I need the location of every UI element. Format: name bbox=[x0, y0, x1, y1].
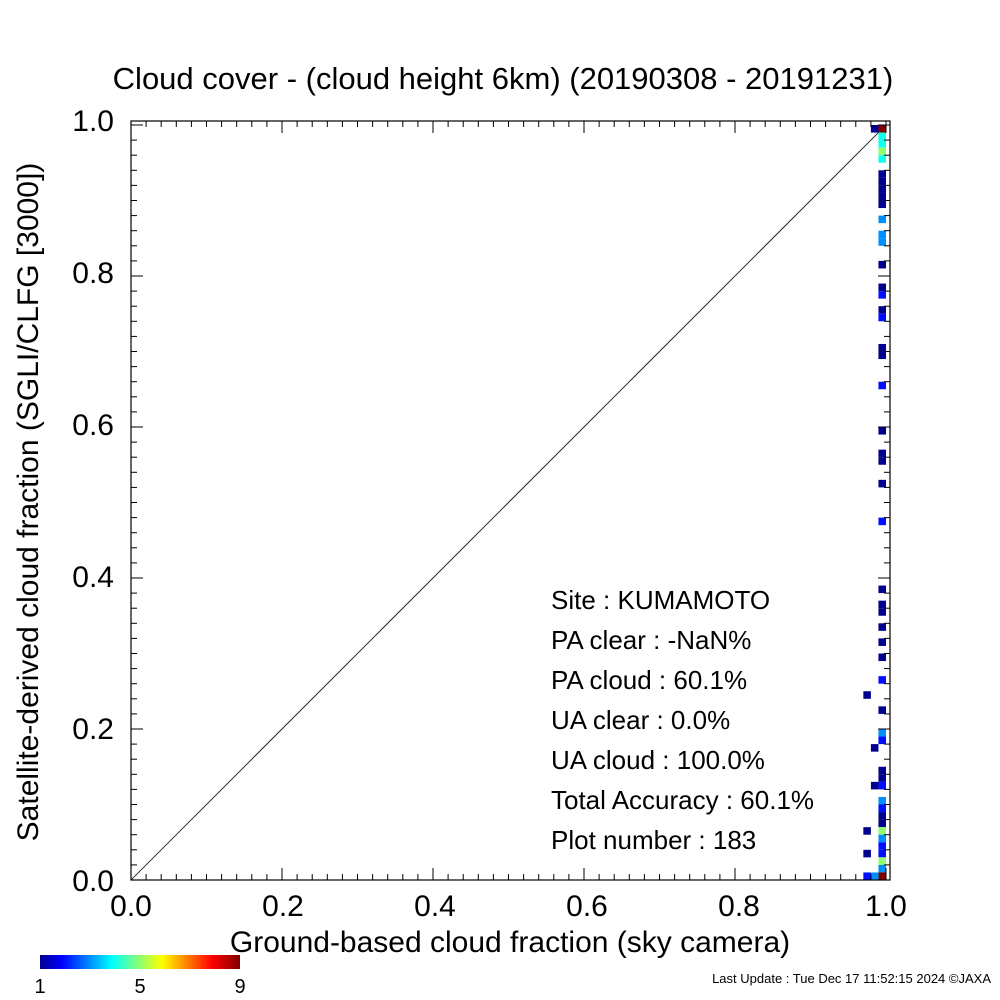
y-tick-label: 1.0 bbox=[72, 105, 114, 138]
colorbar bbox=[40, 955, 240, 969]
stat-plot-number: Plot number : 183 bbox=[551, 825, 756, 855]
heatmap-cell bbox=[878, 812, 886, 820]
y-tick-label: 0.4 bbox=[72, 561, 114, 594]
y-axis-label: Satellite-derived cloud fraction (SGLI/C… bbox=[12, 163, 45, 842]
chart-title: Cloud cover - (cloud height 6km) (201903… bbox=[113, 61, 894, 96]
stat-ua-cloud: UA cloud : 100.0% bbox=[551, 745, 765, 775]
heatmap-cell bbox=[878, 864, 886, 873]
heatmap-cell bbox=[878, 140, 886, 148]
heatmap-cell bbox=[878, 706, 886, 714]
heatmap-cell bbox=[878, 600, 886, 609]
heatmap-cell bbox=[878, 774, 886, 782]
heatmap-cell bbox=[878, 125, 886, 133]
y-tick-label: 0.6 bbox=[72, 409, 114, 442]
y-tick-label: 0.8 bbox=[72, 257, 114, 290]
heatmap-cell bbox=[878, 827, 886, 835]
y-tick-label: 0.2 bbox=[72, 713, 114, 746]
heatmap-cell bbox=[878, 192, 886, 201]
heatmap-cell bbox=[878, 729, 886, 737]
heatmap-cell bbox=[878, 804, 886, 813]
heatmap-cell bbox=[878, 260, 886, 269]
x-tick-label: 1.0 bbox=[865, 890, 907, 923]
heatmap-cell bbox=[878, 842, 886, 850]
heatmap-cell bbox=[878, 638, 886, 646]
heatmap-cell bbox=[878, 834, 886, 843]
axis-ticks bbox=[130, 121, 890, 881]
heatmap-cell bbox=[863, 691, 871, 699]
heatmap-cells bbox=[863, 125, 886, 880]
heatmap-cell bbox=[878, 849, 886, 858]
heatmap-cell bbox=[878, 238, 886, 246]
heatmap-cell bbox=[878, 200, 886, 209]
heatmap-cell bbox=[863, 827, 871, 835]
heatmap-cell bbox=[878, 585, 886, 594]
heatmap-cell bbox=[878, 457, 886, 465]
heatmap-cell bbox=[878, 653, 886, 662]
heatmap-cell bbox=[878, 313, 886, 322]
stat-site: Site : KUMAMOTO bbox=[551, 585, 770, 615]
x-tick-label: 0.0 bbox=[110, 890, 152, 923]
heatmap-cell bbox=[878, 872, 886, 880]
x-tick-label: 0.8 bbox=[718, 890, 760, 923]
heatmap-cell bbox=[878, 283, 886, 292]
heatmap-cell bbox=[878, 132, 886, 141]
heatmap-cell bbox=[878, 781, 886, 790]
heatmap-cell bbox=[878, 185, 886, 193]
heatmap-cell bbox=[878, 796, 886, 805]
stats-panel: Site : KUMAMOTO PA clear : -NaN% PA clou… bbox=[551, 585, 814, 855]
x-tick-label: 0.6 bbox=[566, 890, 608, 923]
heatmap-cell bbox=[878, 381, 886, 390]
y-tick-label: 0.0 bbox=[72, 865, 114, 898]
heatmap-cell bbox=[863, 872, 871, 880]
heatmap-cell bbox=[878, 857, 886, 865]
x-tick-label: 0.2 bbox=[262, 890, 304, 923]
last-update-footer: Last Update : Tue Dec 17 11:52:15 2024 ©… bbox=[712, 971, 991, 986]
heatmap-cell bbox=[878, 170, 886, 178]
heatmap-cell bbox=[878, 449, 886, 458]
heatmap-cell bbox=[863, 849, 871, 858]
heatmap-cell bbox=[878, 623, 886, 631]
y-tick-labels: 0.0 0.2 0.4 0.6 0.8 1.0 bbox=[72, 105, 114, 898]
heatmap-cell bbox=[878, 343, 886, 352]
heatmap-cell bbox=[878, 736, 886, 745]
heatmap-cell bbox=[878, 608, 886, 616]
colorbar-label-mid: 5 bbox=[134, 976, 145, 998]
stat-total-accuracy: Total Accuracy : 60.1% bbox=[551, 785, 814, 815]
heatmap-cell bbox=[878, 676, 886, 684]
colorbar-label-max: 9 bbox=[234, 976, 245, 998]
stat-pa-clear: PA clear : -NaN% bbox=[551, 625, 751, 655]
one-to-one-diagonal-line bbox=[130, 124, 887, 881]
heatmap-cell bbox=[878, 517, 886, 526]
heatmap-cell bbox=[878, 230, 886, 239]
heatmap-cell bbox=[878, 291, 886, 299]
heatmap-cell bbox=[878, 351, 886, 360]
heatmap-cell bbox=[870, 125, 879, 133]
x-axis-label: Ground-based cloud fraction (sky camera) bbox=[230, 926, 790, 959]
colorbar-label-min: 1 bbox=[34, 976, 45, 998]
heatmap-cell bbox=[878, 215, 886, 224]
heatmap-cell bbox=[878, 147, 886, 156]
heatmap-cell bbox=[870, 744, 879, 752]
x-tick-labels: 0.0 0.2 0.4 0.6 0.8 1.0 bbox=[110, 890, 907, 923]
heatmap-cell bbox=[878, 306, 886, 314]
heatmap-cell bbox=[870, 872, 879, 880]
plot-frame bbox=[130, 120, 891, 881]
x-tick-label: 0.4 bbox=[414, 890, 456, 923]
stat-pa-cloud: PA cloud : 60.1% bbox=[551, 665, 747, 695]
heatmap-cell bbox=[878, 766, 886, 775]
heatmap-cell bbox=[870, 781, 879, 790]
heatmap-cell bbox=[878, 427, 886, 435]
heatmap-cell bbox=[878, 479, 886, 488]
heatmap-cell bbox=[878, 177, 886, 186]
heatmap-cell bbox=[878, 819, 886, 828]
stat-ua-clear: UA clear : 0.0% bbox=[551, 705, 730, 735]
heatmap-cell bbox=[878, 155, 886, 163]
